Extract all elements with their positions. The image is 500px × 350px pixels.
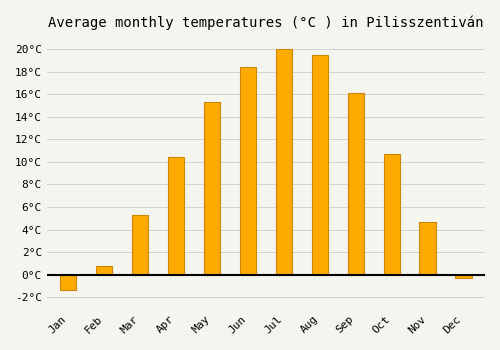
Bar bbox=[204, 102, 220, 275]
Bar bbox=[348, 93, 364, 275]
Bar bbox=[456, 275, 471, 278]
Bar bbox=[168, 158, 184, 275]
Bar bbox=[312, 55, 328, 275]
Bar bbox=[240, 67, 256, 275]
Bar bbox=[420, 222, 436, 275]
Bar bbox=[384, 154, 400, 275]
Bar bbox=[60, 275, 76, 289]
Bar bbox=[276, 49, 292, 275]
Bar bbox=[132, 215, 148, 275]
Title: Average monthly temperatures (°C ) in Pilisszentiván: Average monthly temperatures (°C ) in Pi… bbox=[48, 15, 484, 29]
Bar bbox=[96, 266, 112, 275]
